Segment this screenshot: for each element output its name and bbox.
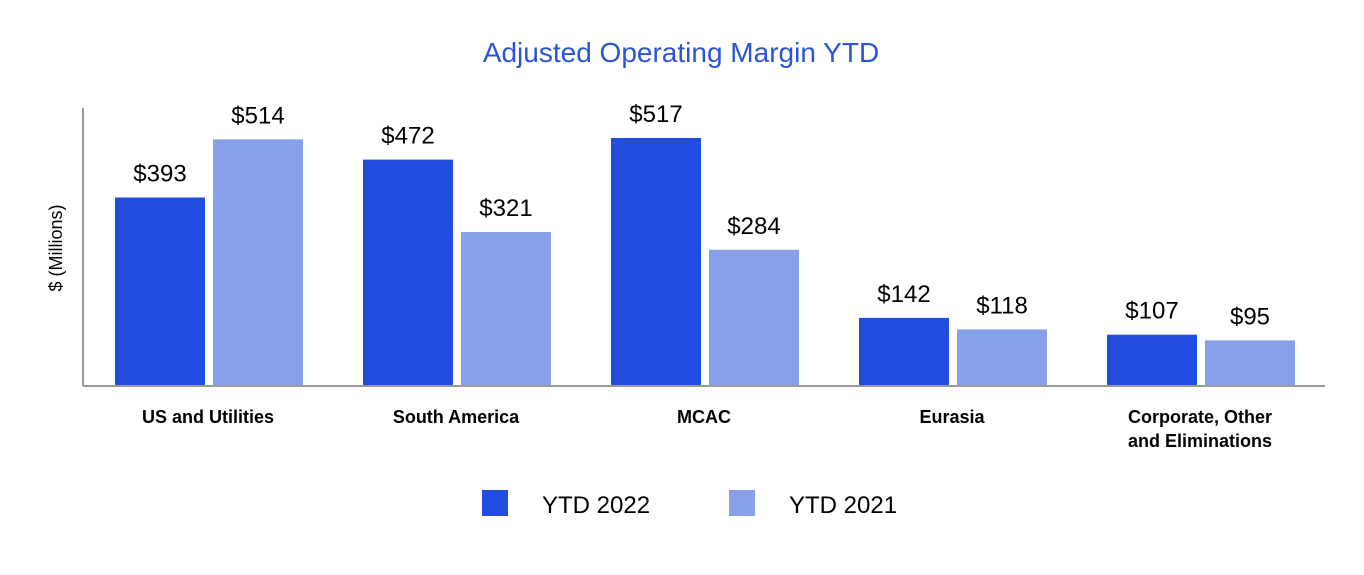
bar-ytd-2021 <box>1205 340 1295 386</box>
legend: YTD 2022 YTD 2021 <box>482 490 897 519</box>
x-tick-label: Eurasia <box>919 407 985 427</box>
bar-ytd-2021 <box>213 139 303 386</box>
data-label: $107 <box>1125 298 1178 325</box>
category-labels-layer: US and Utilities South America MCAC Eurasia… <box>142 407 1272 451</box>
bar-ytd-2021 <box>709 249 799 386</box>
x-tick-label: Corporate, Other <box>1128 407 1272 427</box>
value-labels-layer: $393 $514 $472 $321 $517 $284 $142 $118 $107 $95 <box>133 101 1270 330</box>
bar-ytd-2021 <box>957 329 1047 386</box>
x-tick-label: and Eliminations <box>1128 431 1272 451</box>
data-label: $472 <box>381 123 434 150</box>
legend-label: YTD 2022 <box>542 492 650 519</box>
x-tick-label: US and Utilities <box>142 407 274 427</box>
data-label: $95 <box>1230 303 1270 330</box>
legend-swatch <box>482 490 508 516</box>
data-label: $517 <box>629 101 682 128</box>
data-label: $142 <box>877 281 930 308</box>
bar-ytd-2022 <box>115 197 205 386</box>
x-tick-label: MCAC <box>677 407 731 427</box>
data-label: $284 <box>727 213 780 240</box>
bar-ytd-2022 <box>1107 334 1197 386</box>
legend-label: YTD 2021 <box>789 492 897 519</box>
bars-layer <box>115 138 1295 386</box>
data-label: $321 <box>479 195 532 222</box>
bar-ytd-2021 <box>461 232 551 386</box>
bar-ytd-2022 <box>611 138 701 386</box>
x-tick-label: South America <box>393 407 520 427</box>
y-axis-label: $ (Millions) <box>46 204 66 291</box>
bar-ytd-2022 <box>859 317 949 386</box>
data-label: $118 <box>976 292 1028 319</box>
bar-ytd-2022 <box>363 159 453 386</box>
data-label: $514 <box>231 102 284 129</box>
chart-title: Adjusted Operating Margin YTD <box>483 37 879 68</box>
data-label: $393 <box>133 161 186 188</box>
legend-swatch <box>729 490 755 516</box>
